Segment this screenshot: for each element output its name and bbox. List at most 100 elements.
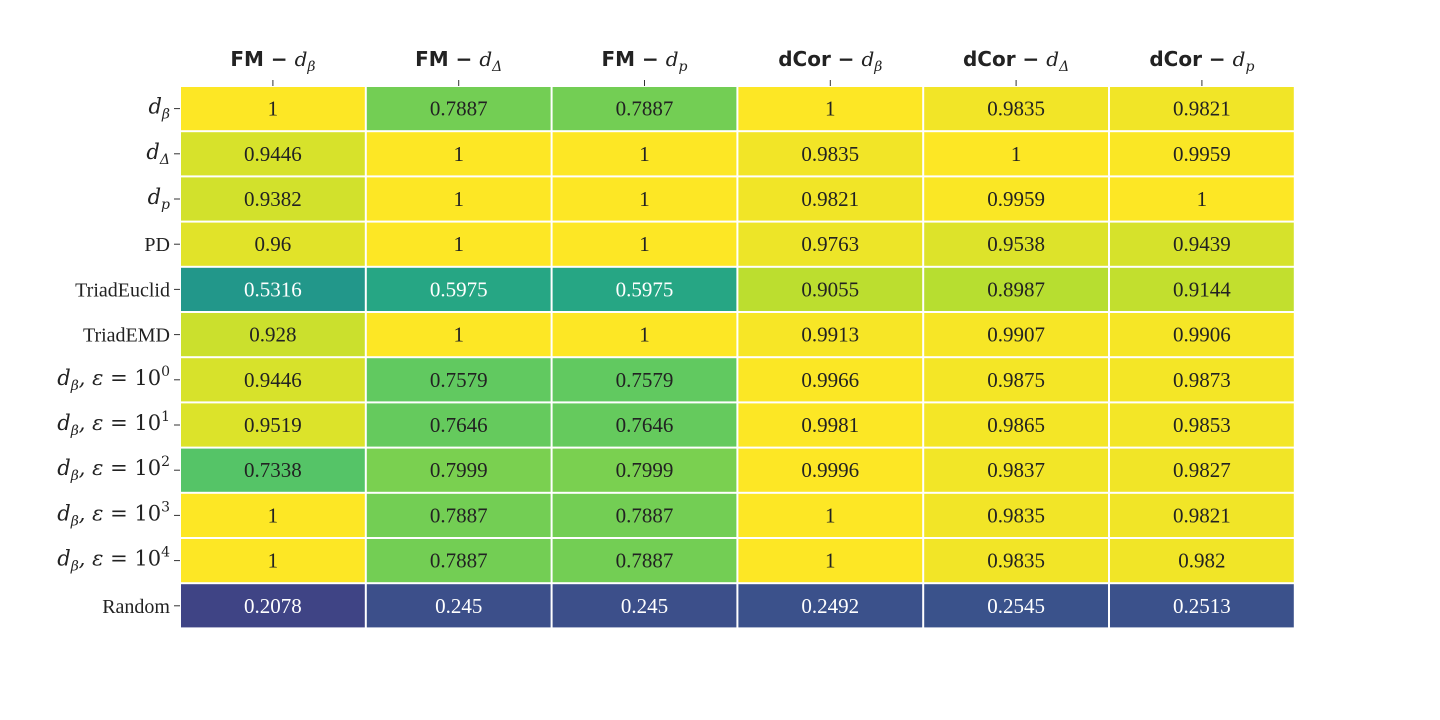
cell-label-r10-c3: 1 [825, 549, 836, 573]
cell-r11-c4 [924, 584, 1108, 628]
cell-label-r8-c1: 0.7999 [430, 458, 488, 482]
cell-label-r5-c1: 1 [453, 323, 464, 347]
cell-label-r11-c3: 0.2492 [801, 594, 859, 618]
cell-label-r7-c2: 0.7646 [616, 413, 674, 437]
cell-label-r3-c4: 0.9538 [987, 232, 1045, 256]
cell-r4-c4 [924, 267, 1108, 311]
cell-label-r0-c0: 1 [268, 97, 279, 121]
cell-label-r6-c1: 0.7579 [430, 368, 488, 392]
cell-label-r9-c4: 0.9835 [987, 503, 1045, 527]
cell-label-r7-c4: 0.9865 [987, 413, 1045, 437]
row-label-4: TriadEuclid [75, 279, 170, 301]
cell-r2-c5 [1110, 177, 1294, 221]
cell-r2-c1 [366, 177, 551, 221]
cell-r9-c0 [181, 493, 365, 537]
cell-label-r9-c1: 0.7887 [430, 503, 488, 527]
cell-label-r6-c5: 0.9873 [1173, 368, 1231, 392]
cell-r2-c2 [552, 177, 737, 221]
cell-label-r1-c1: 1 [453, 142, 464, 166]
cell-label-r5-c5: 0.9906 [1173, 323, 1231, 347]
cell-r10-c0 [181, 539, 365, 583]
cell-r11-c5 [1110, 584, 1294, 628]
cell-label-r10-c0: 1 [268, 549, 279, 573]
cell-r7-c5 [1110, 403, 1294, 447]
column-label-4: dCor − dΔ [963, 47, 1069, 75]
cell-label-r0-c1: 0.7887 [430, 97, 488, 121]
cell-label-r3-c3: 0.9763 [801, 232, 859, 256]
cell-label-r10-c4: 0.9835 [987, 549, 1045, 573]
cell-r6-c5 [1110, 358, 1294, 402]
cell-r5-c3 [738, 313, 923, 357]
cell-label-r6-c4: 0.9875 [987, 368, 1045, 392]
cell-label-r8-c4: 0.9837 [987, 458, 1045, 482]
cell-label-r2-c3: 0.9821 [801, 187, 859, 211]
cell-r5-c0 [181, 313, 365, 357]
cell-label-r1-c4: 1 [1011, 142, 1022, 166]
cell-r7-c3 [738, 403, 923, 447]
cell-label-r0-c3: 1 [825, 97, 836, 121]
cell-label-r4-c5: 0.9144 [1173, 277, 1231, 301]
cell-r8-c2 [552, 448, 737, 492]
cell-label-r11-c5: 0.2513 [1173, 594, 1231, 618]
cell-label-r11-c1: 0.245 [435, 594, 482, 618]
column-label-1: FM − dΔ [415, 47, 502, 75]
cell-label-r0-c2: 0.7887 [616, 97, 674, 121]
cell-label-r4-c0: 0.5316 [244, 277, 302, 301]
row-label-8: dβ, ε = 102 [57, 454, 170, 484]
cell-r4-c3 [738, 267, 923, 311]
cell-label-r1-c0: 0.9446 [244, 142, 302, 166]
cell-label-r0-c5: 0.9821 [1173, 97, 1231, 121]
cell-r3-c0 [181, 222, 365, 266]
cell-r1-c1 [366, 132, 551, 176]
cell-r10-c1 [366, 539, 551, 583]
cell-r4-c2 [552, 267, 737, 311]
cell-label-r0-c4: 0.9835 [987, 97, 1045, 121]
cell-r2-c3 [738, 177, 923, 221]
cell-label-r11-c0: 0.2078 [244, 594, 302, 618]
column-label-3: dCor − dβ [778, 47, 882, 75]
row-label-3: PD [144, 234, 170, 256]
cell-label-r9-c0: 1 [268, 503, 279, 527]
cell-label-r4-c1: 0.5975 [430, 277, 488, 301]
cell-r1-c5 [1110, 132, 1294, 176]
cell-r7-c2 [552, 403, 737, 447]
cell-r7-c4 [924, 403, 1108, 447]
row-label-1: dΔ [146, 140, 170, 168]
column-label-5: dCor − dp [1149, 47, 1254, 75]
cell-r4-c0 [181, 267, 365, 311]
cell-r9-c4 [924, 493, 1108, 537]
cell-label-r4-c2: 0.5975 [616, 277, 674, 301]
cell-r1-c4 [924, 132, 1108, 176]
cell-r1-c3 [738, 132, 923, 176]
cell-label-r7-c3: 0.9981 [801, 413, 859, 437]
cell-label-r3-c0: 0.96 [255, 232, 292, 256]
row-label-10: dβ, ε = 104 [57, 545, 170, 575]
cell-label-r10-c2: 0.7887 [616, 549, 674, 573]
cell-r10-c5 [1110, 539, 1294, 583]
column-label-2: FM − dp [601, 47, 687, 75]
cell-r3-c4 [924, 222, 1108, 266]
cell-r5-c1 [366, 313, 551, 357]
cell-label-r9-c3: 1 [825, 503, 836, 527]
row-label-5: TriadEMD [83, 325, 170, 347]
cell-r4-c1 [366, 267, 551, 311]
cell-r11-c2 [552, 584, 737, 628]
cell-label-r2-c2: 1 [639, 187, 650, 211]
cell-r0-c2 [552, 87, 737, 131]
cell-r10-c2 [552, 539, 737, 583]
cell-r1-c0 [181, 132, 365, 176]
cell-label-r2-c1: 1 [453, 187, 464, 211]
row-label-11: Random [102, 596, 170, 618]
cell-r3-c3 [738, 222, 923, 266]
cell-r2-c4 [924, 177, 1108, 221]
cell-label-r5-c3: 0.9913 [801, 323, 859, 347]
cell-label-r5-c2: 1 [639, 323, 650, 347]
cell-r1-c2 [552, 132, 737, 176]
cell-label-r3-c2: 1 [639, 232, 650, 256]
cell-r8-c0 [181, 448, 365, 492]
cell-label-r2-c5: 1 [1197, 187, 1208, 211]
cell-r8-c1 [366, 448, 551, 492]
row-label-9: dβ, ε = 103 [57, 499, 170, 529]
cell-label-r10-c1: 0.7887 [430, 549, 488, 573]
